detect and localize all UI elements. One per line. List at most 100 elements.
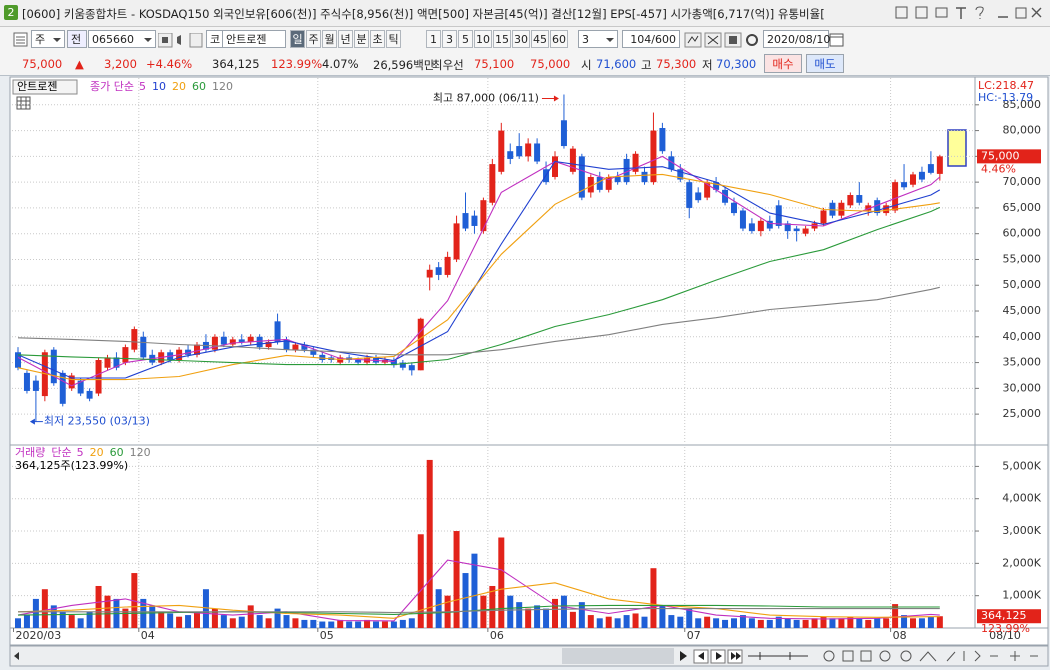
menu-icon[interactable]	[13, 32, 29, 48]
stock-name[interactable]: 안트로젠	[222, 30, 286, 48]
prev-button[interactable]: 전	[67, 30, 87, 48]
y-tick-label: 4,000K	[1002, 492, 1041, 505]
volume-bar	[417, 534, 424, 628]
minute-button[interactable]: 10	[474, 30, 492, 48]
window-title: [0600] 키움종합차트 - KOSDAQ150 외국인보유[606(천)] …	[22, 7, 825, 21]
legend-item: 10	[152, 80, 166, 93]
volume-bar	[301, 619, 308, 628]
minute-button[interactable]: 1	[426, 30, 441, 48]
tool-icons[interactable]	[684, 32, 760, 48]
volume-bar	[220, 615, 227, 628]
candle-body	[695, 192, 702, 201]
volume-bar	[838, 618, 845, 628]
ma-line	[17, 155, 941, 387]
candle-body	[211, 336, 218, 350]
y-tick-label: 65,000	[1003, 201, 1042, 214]
minute-button[interactable]: 15	[493, 30, 511, 48]
code-input[interactable]: 065660	[88, 30, 156, 48]
volume-bar	[901, 615, 908, 628]
volume-bar	[41, 589, 48, 628]
period-button[interactable]: 월	[322, 30, 337, 48]
period-button[interactable]: 분	[354, 30, 369, 48]
candle-body	[462, 213, 469, 229]
volume-bar	[498, 537, 505, 628]
period-button[interactable]: 초	[370, 30, 385, 48]
candle-body	[140, 336, 147, 358]
date-input[interactable]: 2020/08/10	[763, 30, 830, 48]
volume-bar	[587, 615, 594, 628]
period-button[interactable]: 주	[306, 30, 321, 48]
hc-label: HC:-13.79	[978, 91, 1033, 104]
volume-bar	[229, 618, 236, 628]
minute-button[interactable]: 60	[550, 30, 568, 48]
count-input[interactable]: 104/600	[622, 30, 680, 48]
last-change-label: 4.46%	[981, 162, 1016, 175]
high: 75,300	[656, 57, 697, 71]
code-icons[interactable]	[158, 33, 204, 49]
volume-bar	[731, 618, 737, 628]
legend-prefix: 종가 단순	[90, 80, 134, 93]
volume-bar	[534, 605, 541, 628]
period-button[interactable]: 틱	[386, 30, 401, 48]
candle-body	[310, 349, 317, 355]
calendar-icon[interactable]	[829, 32, 845, 48]
volume-bar	[86, 611, 93, 628]
sell-button[interactable]: 매도	[806, 54, 844, 73]
forecast-box	[947, 129, 967, 167]
minute-button[interactable]: 5	[458, 30, 473, 48]
volume-bar	[471, 553, 478, 628]
candle-body	[587, 176, 594, 193]
candle-body	[739, 210, 746, 229]
volume-bar	[158, 611, 165, 628]
volume-bar	[50, 605, 57, 628]
volume-bar	[283, 615, 290, 628]
candle-body	[185, 349, 192, 355]
volume-bar	[328, 621, 335, 628]
volume-bar	[605, 616, 612, 628]
volume-bar	[247, 605, 254, 628]
volume-bar	[927, 616, 934, 628]
candle-body	[15, 352, 21, 368]
turnover: 4.07%	[322, 57, 359, 71]
volume-bar	[176, 616, 183, 628]
candle-body	[104, 357, 111, 368]
volume-bar	[32, 598, 39, 628]
candle-body	[238, 339, 245, 342]
volume-bar	[704, 616, 711, 628]
count-select[interactable]: 3	[578, 30, 618, 48]
minute-button[interactable]: 30	[512, 30, 530, 48]
ask: 75,100	[474, 57, 515, 71]
volume-bar	[802, 619, 809, 628]
window-icons[interactable]	[894, 5, 1044, 21]
volume-bar	[739, 615, 746, 628]
x-tick-label: 05	[320, 629, 334, 642]
buy-button[interactable]: 매수	[764, 54, 802, 73]
candle-body	[194, 344, 200, 355]
candle-body	[435, 267, 442, 275]
candle-body	[865, 205, 872, 211]
x-tick-label: 07	[687, 629, 701, 642]
amount: 26,596백만	[373, 58, 435, 72]
candle-body	[498, 130, 505, 172]
scrollbar[interactable]	[9, 645, 1049, 667]
volume-bar	[892, 604, 899, 628]
ma-line	[17, 206, 941, 366]
volume-bar	[820, 616, 827, 628]
market-select[interactable]: 주	[31, 30, 65, 48]
minute-button[interactable]: 3	[442, 30, 457, 48]
minute-button[interactable]: 45	[531, 30, 549, 48]
candle-body	[417, 318, 424, 371]
candle-body	[95, 359, 102, 394]
candle-body	[534, 143, 541, 162]
period-button[interactable]: 년	[338, 30, 353, 48]
legend-name: 거래량	[15, 446, 45, 459]
candle-body	[614, 176, 621, 183]
candle-body	[623, 158, 630, 183]
grid-icon[interactable]	[16, 96, 31, 110]
period-button[interactable]: 일	[290, 30, 305, 48]
volume-bar	[149, 605, 156, 628]
candle-body	[274, 321, 281, 342]
candle-body	[802, 228, 809, 234]
candle-body	[122, 347, 129, 363]
